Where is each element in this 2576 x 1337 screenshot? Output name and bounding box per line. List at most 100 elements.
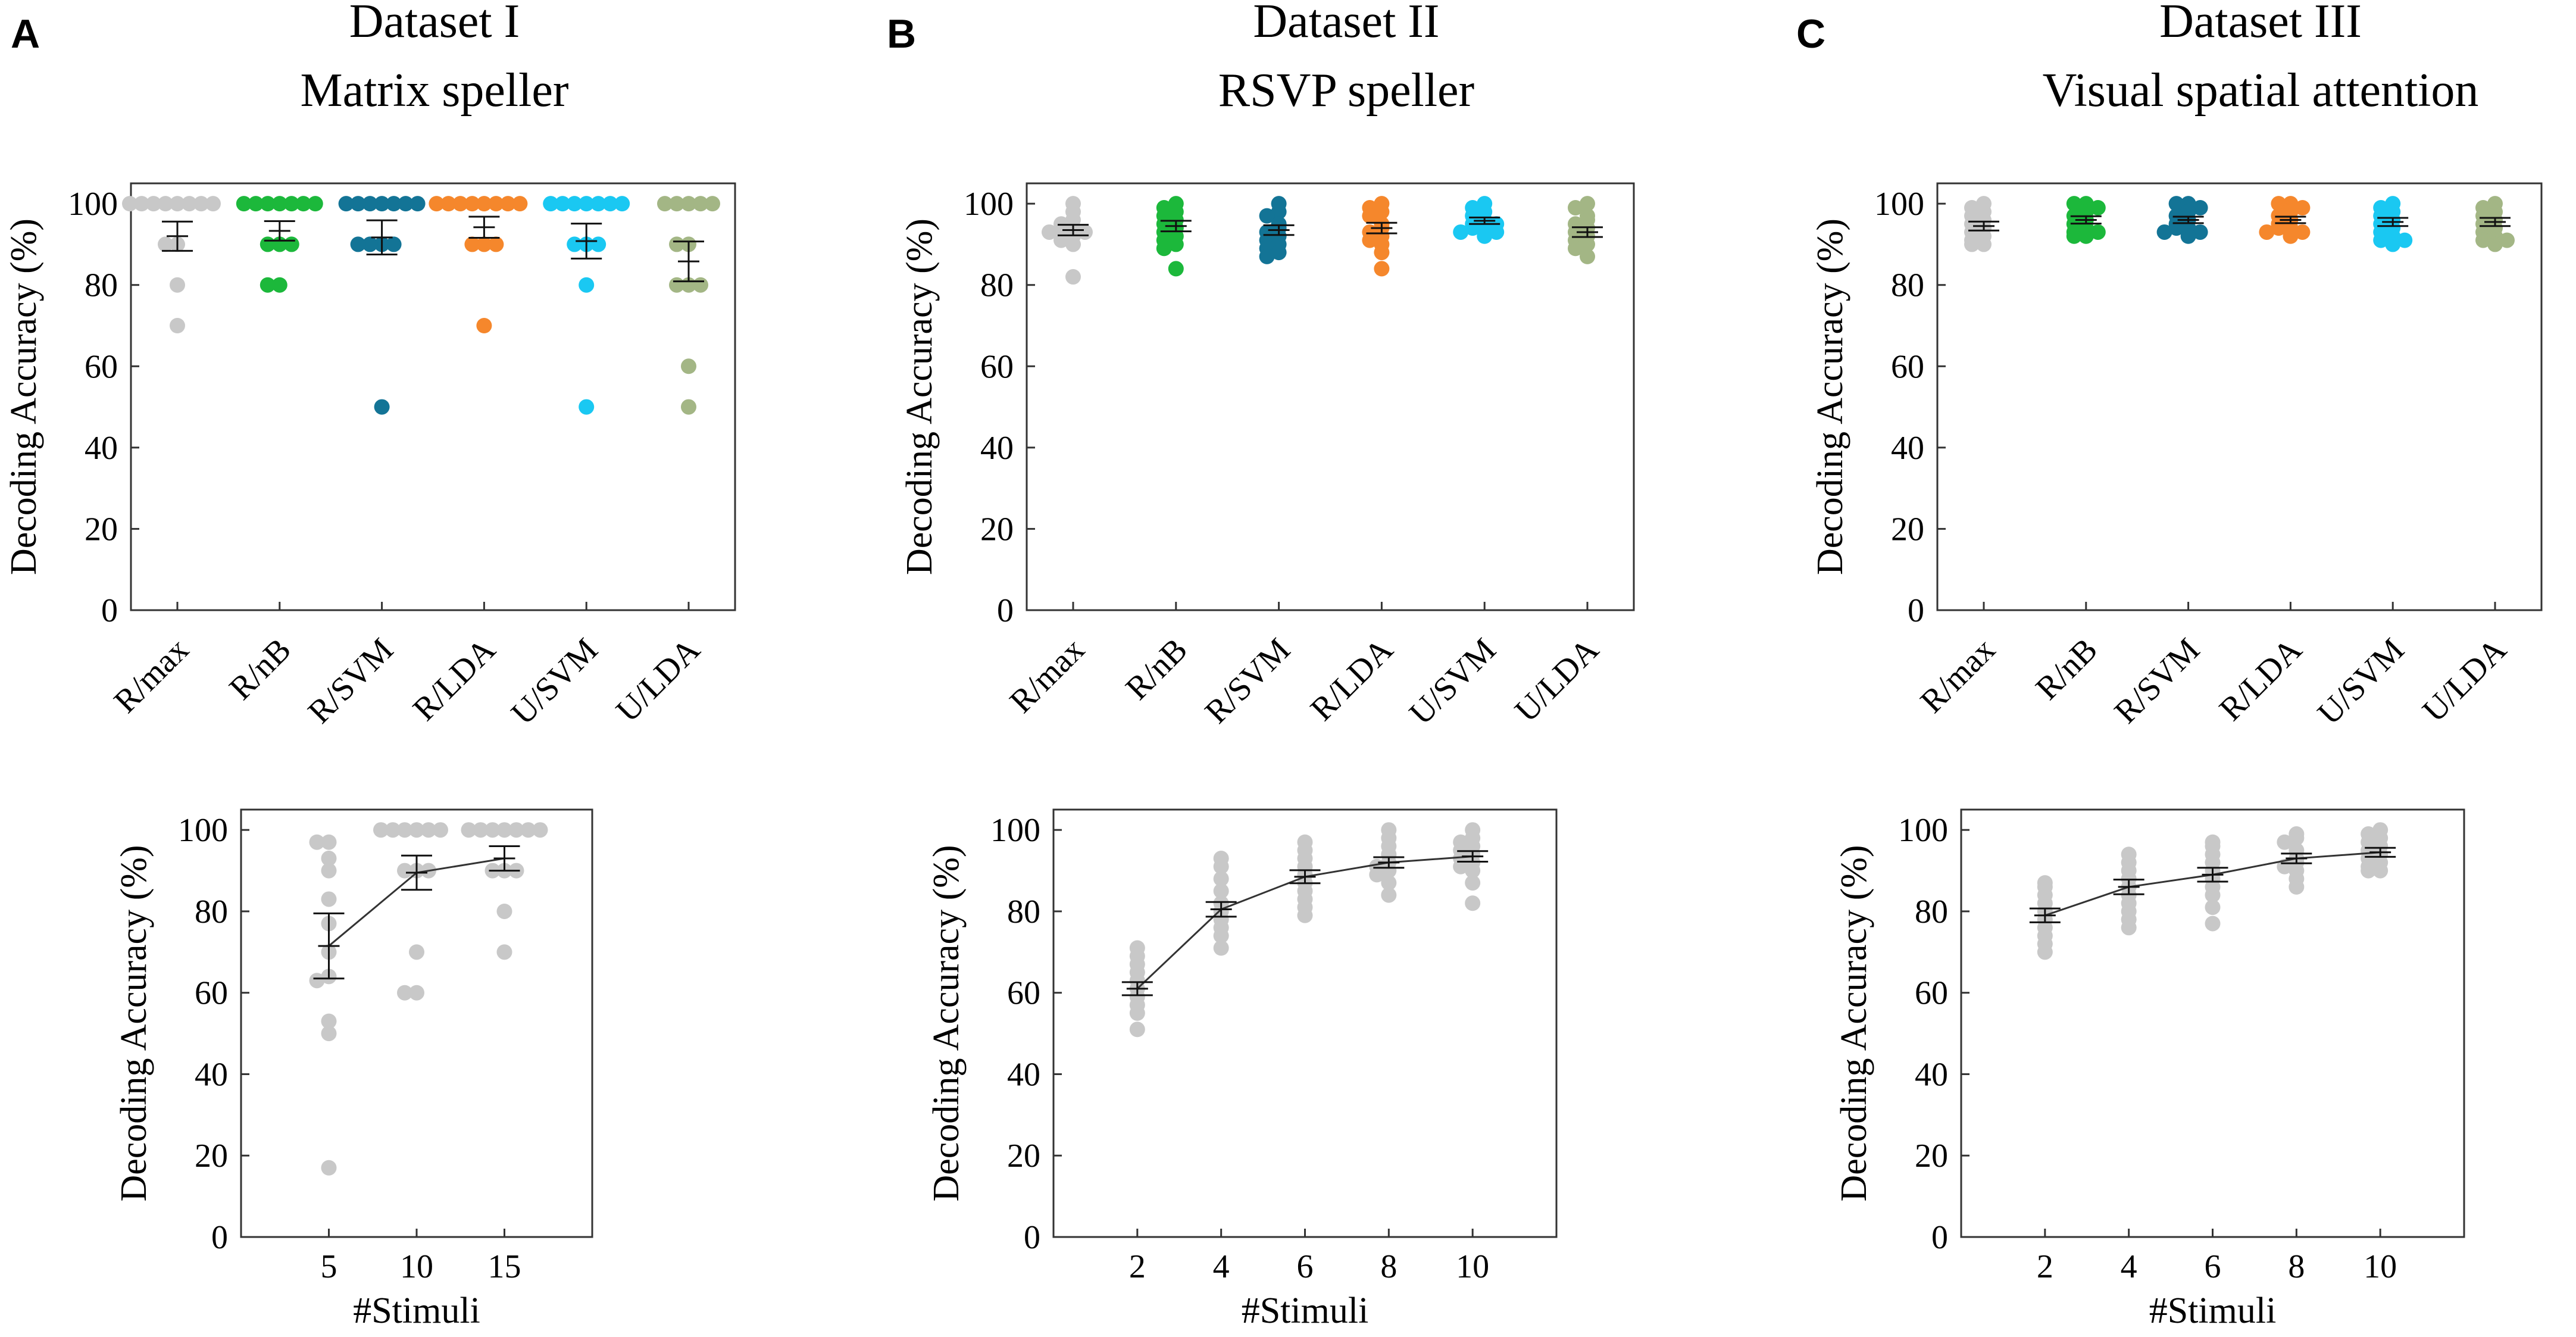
y-axis-label: Decoding Accuracy (%) [4, 218, 44, 575]
data-point-r-lda [2271, 220, 2287, 236]
x-tick-label: 8 [1380, 1248, 1397, 1285]
chart-a-category-plot: 0 20 40 60 80 100 Decoding Accuracy (%) R/max R/… [4, 182, 736, 732]
y-tick-label: 0 [211, 1219, 228, 1256]
data-point-r-svm [398, 196, 414, 212]
data-point [397, 985, 412, 1001]
x-tick-label: R/SVM [1198, 631, 1298, 730]
x-tick-label: U/LDA [609, 631, 707, 729]
x-tick-label: 2 [2037, 1248, 2053, 1285]
y-tick-label: 100 [1874, 186, 1924, 223]
data-point-r-max [193, 196, 209, 212]
data-point [2372, 863, 2389, 879]
x-tick-label: 15 [488, 1248, 521, 1285]
data-point-r-svm [1259, 248, 1275, 264]
data-point-r-lda [476, 236, 492, 252]
y-tick-label: 60 [85, 348, 118, 385]
y-tick-label: 20 [85, 511, 118, 548]
data-point-r-svm [2192, 224, 2208, 240]
data-point-r-svm [362, 236, 378, 252]
x-tick-label: R/SVM [301, 631, 401, 730]
data-point [397, 863, 412, 879]
data-point-r-lda [2271, 196, 2287, 212]
y-tick-label: 20 [980, 511, 1014, 548]
data-point-r-nb [2090, 224, 2106, 240]
y-tick-label: 40 [195, 1056, 228, 1093]
data-point-r-max [1042, 224, 1057, 240]
x-tick-label: R/nB [1119, 631, 1195, 707]
data-point-r-max [1065, 236, 1081, 252]
data-point [2205, 916, 2221, 932]
data-point [1465, 895, 1481, 911]
data-point [2361, 863, 2377, 879]
data-point [1129, 1022, 1145, 1038]
x-tick-label: 6 [2205, 1248, 2221, 1285]
data-point [1213, 858, 1229, 874]
data-point [461, 822, 477, 838]
data-point-u-lda [2499, 232, 2515, 248]
data-point-r-lda [464, 196, 480, 212]
x-tick-label: R/max [107, 631, 196, 720]
data-point-r-nb [307, 196, 323, 212]
data-point-r-max [1065, 269, 1081, 285]
data-point-r-svm [2192, 199, 2208, 215]
data-point [409, 944, 424, 960]
data-point-r-lda [1362, 232, 1378, 248]
data-point-r-max [170, 277, 185, 293]
x-tick-label: R/SVM [2108, 631, 2207, 730]
data-point-r-nb [260, 196, 276, 212]
x-tick-label: R/nB [2029, 631, 2105, 707]
y-tick-label: 100 [1898, 812, 1948, 849]
data-point-r-nb [1156, 240, 1172, 257]
y-tick-label: 80 [1007, 894, 1040, 930]
x-tick-label: 10 [1456, 1248, 1489, 1285]
data-point-r-svm [374, 196, 390, 212]
x-tick-label: R/max [1003, 631, 1092, 720]
data-point-r-lda [452, 196, 468, 212]
data-point-u-svm [590, 236, 607, 252]
chart-b-stimuli-plot: 0 20 40 60 80 100 Decoding Accuracy (%) 2 4 6 8 10 #… [926, 808, 1558, 1331]
data-point [2121, 920, 2137, 936]
data-point-r-nb [2066, 228, 2082, 244]
data-point [309, 973, 325, 989]
y-tick-label: 100 [964, 186, 1014, 223]
x-tick-label: U/SVM [1402, 631, 1503, 732]
y-axis-label: Decoding Accuracy (%) [1834, 845, 1874, 1201]
panel-b-subtitle: RSVP speller [1218, 64, 1474, 117]
y-axis-label: Decoding Accuracy (%) [926, 845, 967, 1201]
y-tick-label: 40 [85, 430, 118, 467]
x-tick-label: 5 [321, 1248, 337, 1285]
x-axis-label: #Stimuli [1242, 1291, 1369, 1331]
data-point-r-nb [271, 277, 287, 293]
data-point [2277, 834, 2293, 850]
panel-letter-b: B [887, 11, 916, 57]
data-point-r-lda [488, 196, 504, 212]
data-point [321, 1026, 337, 1042]
data-point-u-lda [1580, 248, 1595, 264]
data-point [1297, 907, 1313, 923]
data-point-r-lda [429, 196, 445, 212]
data-point-r-nb [2066, 196, 2082, 212]
y-tick-label: 20 [1915, 1138, 1948, 1174]
data-point-r-svm [2168, 220, 2184, 236]
data-point-u-svm [543, 196, 559, 212]
data-point-u-lda [657, 196, 673, 212]
data-point-u-lda [705, 196, 720, 212]
data-point-u-lda [669, 196, 684, 212]
data-point [409, 822, 424, 838]
data-point-r-lda [440, 196, 457, 212]
data-point [1381, 875, 1397, 891]
data-point-r-max [158, 236, 173, 252]
data-point-r-svm [374, 399, 390, 415]
y-tick-label: 0 [997, 592, 1014, 629]
data-point [1465, 875, 1481, 891]
data-point-r-svm [362, 196, 378, 212]
data-point-r-nb [248, 196, 264, 212]
chart-a-stimuli-plot: 0 20 40 60 80 100 Decoding Accuracy (%) 5 10 15#S… [114, 808, 593, 1331]
data-point-u-lda [681, 196, 696, 212]
panel-c-subtitle: Visual spatial attention [2043, 64, 2479, 117]
data-point [1129, 1005, 1145, 1021]
data-point-u-lda [693, 196, 708, 212]
y-tick-label: 80 [1915, 894, 1948, 930]
data-point-u-svm [1489, 224, 1505, 240]
